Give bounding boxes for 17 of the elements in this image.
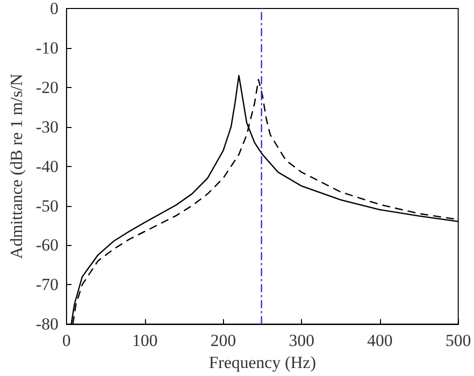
y-tick-label: -30 — [36, 117, 59, 136]
y-tick-label: -70 — [36, 275, 59, 294]
x-axis-title: Frequency (Hz) — [208, 353, 316, 372]
x-tick-label: 200 — [210, 331, 236, 350]
y-tick-label: -10 — [36, 38, 59, 58]
x-tick-label: 400 — [367, 331, 393, 350]
y-tick-label: -20 — [36, 78, 59, 97]
x-tick-label: 500 — [446, 331, 471, 350]
x-tick-label: 300 — [288, 331, 314, 350]
y-tick-label: -50 — [36, 196, 59, 216]
x-tick-label: 100 — [132, 331, 158, 350]
y-tick-label: 0 — [50, 0, 59, 18]
y-tick-label: -80 — [36, 314, 59, 334]
y-tick-label: -60 — [36, 236, 59, 255]
y-tick-label: -40 — [36, 156, 59, 176]
x-tick-label: 0 — [62, 331, 71, 350]
y-axis-title: Admittance (dB re 1 m/s/N — [7, 74, 26, 259]
